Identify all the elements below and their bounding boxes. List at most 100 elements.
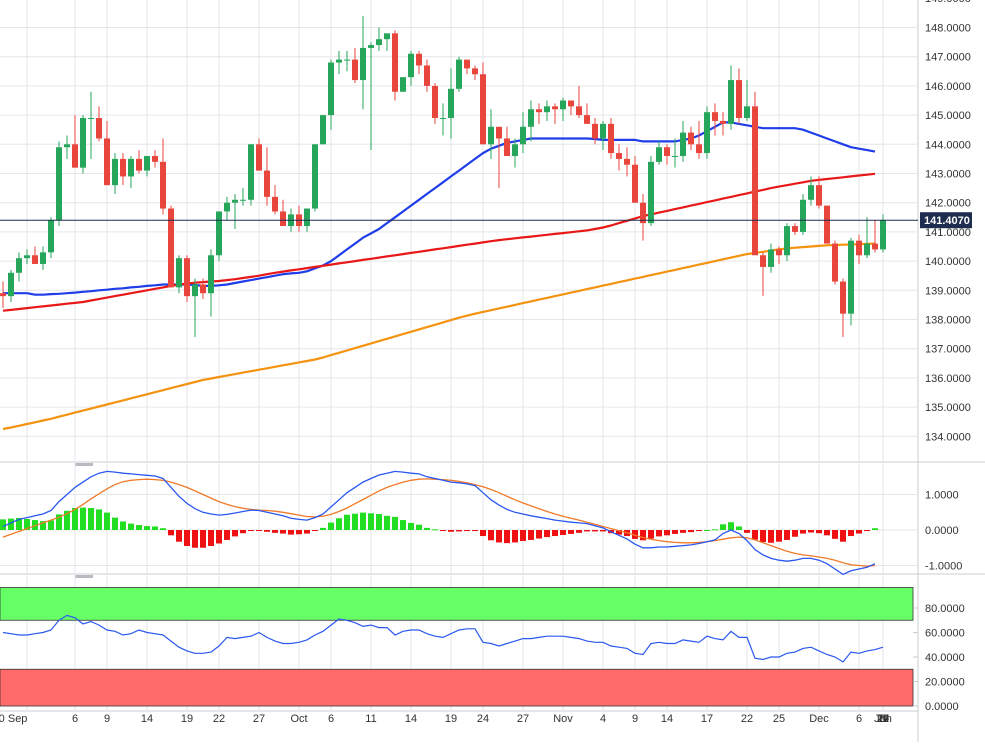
candle-body	[736, 80, 742, 119]
macd-axis-tick-label: 1.0000	[925, 490, 959, 502]
macd-histogram-bar	[80, 507, 86, 530]
macd-histogram-bar	[16, 517, 22, 530]
candle-body	[640, 202, 646, 224]
candle	[872, 220, 878, 253]
candle	[856, 234, 862, 265]
macd-histogram-bar	[0, 519, 6, 530]
candle	[496, 126, 502, 189]
candle-body	[328, 62, 334, 116]
candle-body	[416, 53, 422, 66]
price-axis-tick-label: 148.0000	[925, 23, 971, 35]
macd-histogram-bar	[664, 530, 670, 536]
candle-body	[80, 118, 86, 168]
macd-histogram-bar	[808, 530, 814, 533]
x-axis-tick-label: 22	[741, 713, 753, 725]
x-axis-tick-label: 22	[213, 713, 225, 725]
rsi-axis-tick-label: 0.0000	[925, 701, 959, 713]
candle	[360, 15, 366, 110]
macd-histogram-bar	[832, 530, 838, 539]
macd-histogram-bar	[344, 514, 350, 530]
candle-body	[104, 138, 110, 186]
macd-histogram-bar	[592, 530, 598, 532]
candle	[672, 138, 678, 168]
candle-body	[760, 255, 766, 267]
candle	[640, 193, 646, 241]
candle-body	[424, 65, 430, 86]
candle	[352, 47, 358, 83]
candle-body	[48, 220, 54, 253]
macd-histogram-bar	[144, 526, 150, 530]
candle-body	[664, 147, 670, 156]
candle-body	[168, 208, 174, 288]
x-axis-tick-label: 30 Sep	[0, 713, 27, 725]
candle	[760, 252, 766, 297]
candle-body	[160, 161, 166, 209]
candle-body	[696, 144, 702, 154]
macd-histogram-bar	[96, 509, 102, 530]
rsi-axis-tick-label: 60.0000	[925, 628, 965, 640]
candle-body	[72, 144, 78, 168]
candle-body	[184, 258, 190, 297]
candle	[840, 278, 846, 338]
macd-histogram-bar	[304, 530, 310, 534]
candle	[440, 103, 446, 136]
candle-body	[864, 243, 870, 256]
macd-histogram-bar	[824, 530, 830, 536]
candle-body	[600, 123, 606, 139]
candle-body	[456, 59, 462, 89]
candle-body	[192, 284, 198, 297]
x-axis-tick-label: 14	[661, 713, 673, 725]
candle	[392, 30, 398, 101]
candle-body	[128, 158, 134, 177]
candle	[80, 115, 86, 174]
candle	[768, 243, 774, 273]
macd-histogram-bar	[24, 518, 30, 530]
candle-body	[88, 118, 94, 120]
candle-body	[312, 144, 318, 209]
macd-histogram-bar	[704, 530, 710, 531]
candle-body	[248, 144, 254, 200]
macd-histogram-bar	[616, 530, 622, 535]
candle-body	[0, 293, 6, 297]
candle	[600, 120, 606, 151]
macd-histogram-bar	[48, 520, 54, 530]
candle-body	[480, 74, 486, 145]
macd-axis-tick-label: 0.0000	[925, 525, 959, 537]
rsi-axis-tick-label: 80.0000	[925, 603, 965, 615]
candle-body	[136, 158, 142, 171]
candle	[136, 150, 142, 174]
macd-histogram-bar	[416, 524, 422, 530]
candle-body	[592, 123, 598, 139]
candle	[608, 118, 614, 159]
x-axis-tick-label: 14	[141, 713, 153, 725]
candle-body	[232, 199, 238, 203]
candle-body	[680, 132, 686, 156]
macd-histogram-bar	[784, 530, 790, 540]
candle-body	[584, 115, 590, 124]
candle	[24, 249, 30, 265]
macd-histogram-bar	[552, 530, 558, 537]
candle	[816, 176, 822, 209]
x-axis-tick-label: 4	[600, 713, 606, 725]
price-axis-tick-label: 138.0000	[925, 315, 971, 327]
candle-body	[720, 120, 726, 124]
x-axis-tick-label: 19	[877, 713, 889, 725]
candle-body	[320, 115, 326, 145]
candle	[560, 97, 566, 121]
candle	[232, 193, 238, 229]
candle	[416, 50, 422, 75]
candle	[256, 138, 262, 171]
price-axis-tick-label: 142.0000	[925, 198, 971, 210]
candle-body	[208, 255, 214, 294]
candle-body	[520, 126, 526, 145]
macd-histogram-bar	[744, 530, 750, 533]
candle	[616, 144, 622, 171]
candle-body	[656, 147, 662, 162]
macd-histogram-bar	[760, 530, 766, 543]
candle-body	[488, 126, 494, 145]
price-axis-tick-label: 139.0000	[925, 285, 971, 297]
macd-histogram-bar	[168, 530, 174, 536]
macd-histogram-bar	[728, 522, 734, 530]
macd-histogram-bar	[384, 515, 390, 530]
